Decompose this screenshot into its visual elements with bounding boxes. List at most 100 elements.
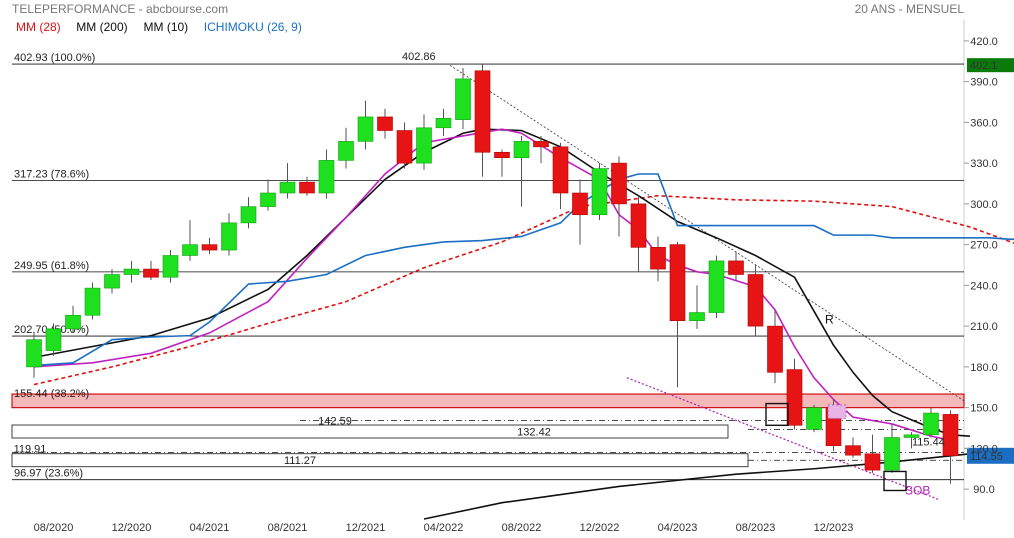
candle-up	[104, 274, 120, 289]
candle	[864, 434, 881, 473]
candle	[923, 407, 939, 438]
candle	[611, 156, 627, 237]
candle-down	[669, 244, 686, 321]
y-tick-label: 330.0	[970, 158, 998, 170]
last-price-badge	[967, 58, 1014, 73]
current-price-badge	[967, 447, 1014, 464]
y-tick-label: 90.0	[973, 484, 994, 496]
legend-item: MM (10)	[144, 20, 189, 34]
candles-layer	[26, 64, 959, 484]
candle-up	[240, 206, 257, 224]
level-value-label: 115.44	[912, 437, 945, 449]
candle-down	[786, 369, 803, 426]
candle	[767, 309, 783, 384]
signal-box	[765, 402, 789, 426]
resistance-label: R	[825, 312, 834, 326]
y-tick-label: 210.0	[970, 321, 998, 333]
candle-up	[123, 268, 140, 275]
candle	[65, 305, 81, 333]
current-price-text: 114.55	[970, 451, 1003, 463]
candle-up	[338, 141, 354, 161]
legend-item: MM (200)	[76, 20, 127, 34]
y-tick-label: 420.0	[970, 36, 998, 48]
candle-up	[221, 222, 237, 251]
indicator-line	[423, 449, 1014, 520]
candle	[435, 108, 452, 136]
candle-down	[396, 130, 413, 164]
candle-down	[201, 244, 218, 251]
candle	[162, 250, 179, 283]
y-tick-label: 390.0	[970, 77, 998, 89]
candle	[45, 323, 62, 357]
candle-up	[26, 339, 42, 368]
candle-down	[845, 445, 861, 456]
candle	[279, 163, 296, 199]
chart-source-title: TELEPERFORMANCE - abcbourse.com	[12, 2, 228, 16]
candle-up	[923, 412, 939, 436]
indicator-line	[33, 173, 1014, 367]
candle	[201, 237, 218, 255]
fib-label: 317.23 (78.6%)	[14, 168, 89, 180]
candle-down	[611, 162, 627, 205]
legend: MM (28) MM (200) MM (10) ICHIMOKU (26, 9)	[16, 20, 302, 34]
x-tick-label: 08/2020	[34, 522, 74, 534]
candle	[786, 358, 803, 430]
level-box	[11, 453, 749, 468]
candle-up	[689, 312, 705, 321]
level-boxes: 142.59 132.42 119.91 111.27	[11, 415, 964, 468]
candle	[747, 265, 764, 336]
legend-item: ICHIMOKU (26, 9)	[204, 20, 302, 34]
x-tick-label: 08/2023	[736, 522, 776, 534]
fib-label: 155.44 (38.2%)	[14, 388, 89, 400]
candle-down	[728, 260, 744, 275]
candle	[416, 114, 432, 170]
candle	[221, 213, 237, 256]
candle-down	[299, 181, 315, 194]
candle-down	[747, 274, 764, 327]
candle	[630, 195, 647, 272]
x-tick-label: 04/2021	[190, 522, 230, 534]
candle	[455, 68, 471, 130]
fib-label: 96.97 (23.6%)	[14, 468, 83, 480]
fib-label: 249.95 (61.8%)	[14, 260, 89, 272]
sob-label: SOB	[905, 484, 930, 498]
candle-down	[533, 141, 549, 148]
candle	[357, 100, 374, 150]
candle	[123, 260, 140, 283]
candle	[104, 269, 120, 294]
candle	[806, 404, 822, 433]
candle	[552, 142, 569, 210]
candle-up	[260, 192, 276, 207]
candle-up	[903, 434, 920, 438]
candle	[689, 285, 705, 329]
candle-down	[942, 414, 959, 457]
candle-up	[279, 181, 296, 194]
candle	[474, 64, 491, 177]
candle	[240, 197, 257, 229]
candle	[533, 135, 549, 164]
last-price-text: 402.1	[970, 60, 998, 72]
x-tick-label: 04/2023	[658, 522, 698, 534]
x-tick-label: 12/2020	[112, 522, 152, 534]
axes-layer: 90.0 120.0 150.0 180.0 210.0 240.0 270.0 300.0 3…	[34, 36, 998, 534]
x-tick-label: 08/2021	[268, 522, 308, 534]
candle-up	[182, 244, 198, 256]
y-tick-label: 180.0	[970, 362, 998, 374]
candle-down	[572, 192, 588, 216]
candle-up	[513, 141, 530, 158]
candle-up	[416, 127, 432, 164]
candle-up	[318, 160, 335, 194]
candle	[845, 437, 861, 458]
candle-down	[552, 146, 569, 194]
candle-down	[864, 453, 881, 471]
resistance-zone	[11, 393, 965, 409]
y-tick-label: 270.0	[970, 240, 998, 252]
fib-label: 402.93 (100.0%)	[14, 52, 95, 64]
candle	[884, 423, 900, 473]
signal-box	[883, 470, 907, 492]
trend-lines	[449, 64, 965, 501]
candle	[942, 410, 959, 484]
y-tick-label: 150.0	[970, 403, 998, 415]
candle-up	[591, 168, 608, 216]
peak-label: 402.86	[402, 51, 436, 63]
